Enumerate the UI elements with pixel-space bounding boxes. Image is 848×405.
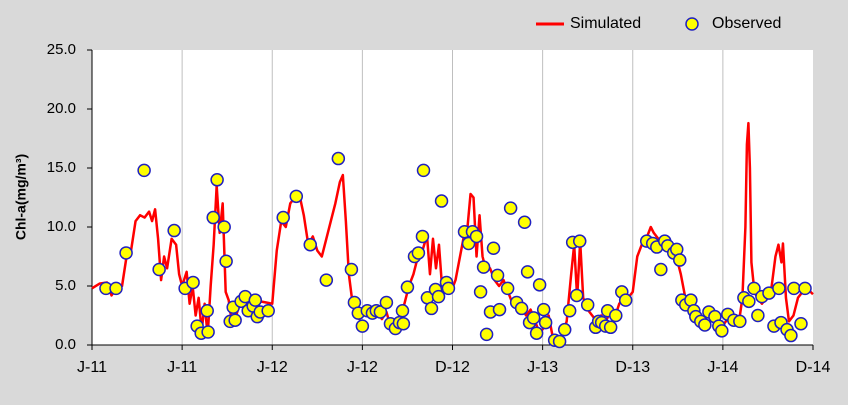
observed-point [529,326,544,340]
observed-point [514,301,529,316]
observed-point [557,322,572,337]
observed-point [344,262,359,277]
observed-point [715,324,729,338]
observed-point [469,229,484,244]
observed-point [517,215,532,230]
observed-point [532,278,547,292]
observed-point [473,285,488,299]
y-tick-label: 15.0 [47,159,76,176]
observed-point [562,304,577,318]
observed-point [303,237,318,252]
observed-point [289,189,304,204]
x-tick-label: J-12 [347,359,378,376]
observed-point [618,293,633,307]
observed-point [210,173,224,187]
observed-point [331,151,346,166]
observed-point [733,314,747,329]
observed-point [201,325,215,339]
observed-point [434,194,449,208]
observed-point [698,318,712,332]
observed-point [569,288,584,303]
observed-point [276,210,290,225]
observed-point [552,334,567,349]
observed-point [424,301,439,316]
x-tick-label: D-13 [615,359,650,376]
observed-point [654,262,668,277]
observed-point [798,281,812,296]
observed-point [119,246,133,260]
y-axis-label: Chl-a(mg/m³) [13,154,29,240]
x-tick-label: J-13 [527,359,558,376]
observed-point [747,281,761,296]
observed-point [673,253,687,267]
y-tick-label: 10.0 [47,218,76,235]
observed-point [416,163,431,178]
x-tick-label: J-12 [257,359,288,376]
observed-point [319,273,334,287]
observed-point [415,229,430,244]
observed-point [520,265,535,279]
observed-point [772,281,786,296]
x-tick-label: D-12 [435,359,470,376]
observed-point [248,293,263,307]
observed-point [580,298,595,312]
observed-point [486,241,501,255]
y-tick-label: 5.0 [55,277,76,294]
observed-point [500,281,515,296]
observed-point [400,280,415,294]
x-tick-label: J-11 [167,359,197,376]
x-tick-label: J-14 [707,359,738,376]
observed-point [794,317,808,331]
observed-point [152,262,166,277]
observed-point [200,304,214,318]
observed-point [167,223,181,238]
observed-point [572,234,587,248]
observed-point [536,302,551,317]
observed-point [396,317,411,331]
observed-point [441,281,456,296]
legend-label: Simulated [570,15,641,32]
observed-point [538,315,553,330]
observed-point [228,313,242,327]
legend-label: Observed [712,15,781,32]
x-tick-label: D-14 [796,359,831,376]
observed-point [603,320,618,335]
y-tick-label: 25.0 [47,41,76,58]
x-tick-label: J-11 [77,359,107,376]
observed-point [379,295,394,310]
observed-point [261,304,275,318]
observed-point [492,302,507,317]
observed-point [186,275,200,290]
observed-point [137,163,151,178]
y-tick-label: 20.0 [47,100,76,117]
observed-point [217,220,231,234]
observed-point [431,289,446,304]
observed-point [784,328,798,343]
observed-point [490,268,505,283]
observed-point [751,308,765,323]
legend-swatch [685,17,699,31]
observed-point [609,308,623,323]
observed-point [109,281,123,296]
observed-point [476,260,491,274]
observed-point [479,327,494,342]
observed-point [395,304,410,318]
observed-point [742,294,756,309]
observed-point [503,201,518,215]
observed-point [526,311,541,325]
observed-point [411,246,426,260]
observed-point [355,319,370,333]
observed-point [373,305,388,319]
observed-point [787,281,801,296]
observed-point [206,210,220,225]
observed-point [219,254,233,268]
y-tick-label: 0.0 [55,336,76,353]
